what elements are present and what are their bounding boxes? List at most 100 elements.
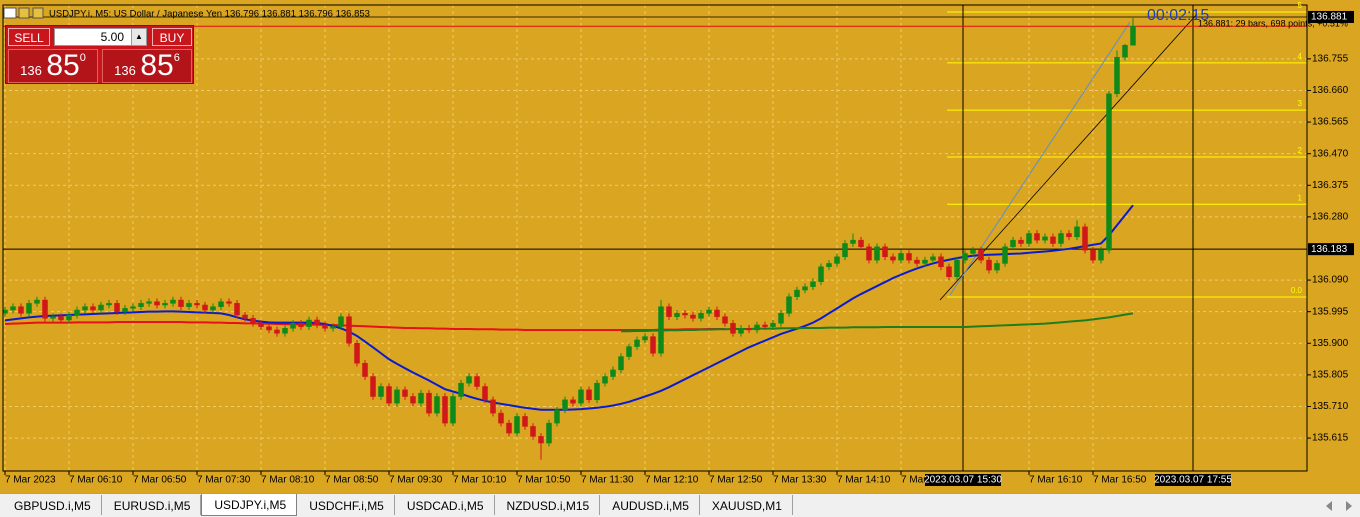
bid-big: 136 (20, 63, 42, 78)
candle-body (130, 306, 136, 309)
candle-body (282, 328, 288, 334)
candle-body (794, 289, 800, 297)
candle-body (162, 303, 168, 306)
symbol-tab[interactable]: AUDUSD.i,M5 (600, 495, 700, 515)
candle-body (994, 263, 1000, 271)
volume-up[interactable]: ▲ (131, 28, 147, 46)
candle-body (1106, 93, 1112, 251)
x-tick-label: 7 Mar 14:10 (837, 475, 891, 486)
symbol-tab[interactable]: NZDUSD.i,M15 (495, 495, 601, 515)
candle-body (602, 376, 608, 384)
candle-body (834, 256, 840, 264)
candle-body (810, 281, 816, 287)
fib-label: 2 (1298, 146, 1303, 155)
volume-input[interactable]: 5.00 (54, 28, 147, 46)
buy-button[interactable]: BUY (152, 28, 192, 46)
candle-body (1114, 56, 1120, 95)
y-tick-label: 136.375 (1312, 180, 1349, 191)
x-tick-label: 7 Mar 08:50 (325, 475, 379, 486)
candle-body (746, 328, 752, 331)
candle-body (698, 313, 704, 319)
crosshair-time-label: 2023.03.07 15:30 (924, 475, 1002, 486)
x-tick-label: 7 Mar 2023 (5, 475, 56, 486)
candle-body (434, 396, 440, 414)
candle-body (474, 376, 480, 387)
candle-body (1002, 246, 1008, 264)
indicator-line (4, 204, 1134, 411)
candle-body (890, 256, 896, 261)
candle-body (738, 328, 744, 334)
y-tick-label: 135.805 (1312, 370, 1349, 381)
candle-body (186, 303, 192, 307)
candle-body (1050, 236, 1056, 244)
symbol-tab[interactable]: USDJPY.i,M5 (201, 494, 298, 516)
candle-body (618, 356, 624, 371)
candle-body (386, 386, 392, 404)
candle-body (74, 309, 80, 316)
candle-body (26, 303, 32, 314)
candle-body (514, 416, 520, 434)
candle-body (1098, 249, 1104, 261)
candle-body (82, 306, 88, 311)
candle-body (274, 329, 280, 334)
candle-body (338, 316, 344, 327)
indicator-line (621, 312, 1134, 333)
icon (3, 7, 17, 19)
candle-body (314, 319, 320, 326)
symbol-tab[interactable]: EURUSD.i,M5 (102, 495, 202, 515)
candle-body (10, 306, 16, 311)
candle-body (242, 314, 248, 319)
candle-body (826, 263, 832, 268)
candle-body (1018, 239, 1024, 244)
candle-body (946, 266, 952, 278)
candle-body (770, 323, 776, 327)
fib-label: 5 (1298, 1, 1303, 10)
candle-body (874, 246, 880, 261)
candle-body (610, 369, 616, 377)
x-tick-label: 7 Mar 16:50 (1093, 475, 1147, 486)
fib-label: 0.0 (1291, 286, 1303, 295)
y-tick-label: 135.900 (1312, 338, 1349, 349)
candle-body (322, 324, 328, 329)
candle-body (1010, 239, 1016, 248)
candle-body (682, 313, 688, 316)
x-tick-label: 7 Mar 16:10 (1029, 475, 1083, 486)
y-tick-label: 136.565 (1312, 117, 1349, 128)
symbol-tab[interactable]: USDCAD.i,M5 (395, 495, 495, 515)
symbol-tab[interactable]: XAUUSD,M1 (700, 495, 793, 515)
candle-body (450, 396, 456, 424)
x-tick-label: 7 Mar 12:10 (645, 475, 699, 486)
candle-body (458, 382, 464, 397)
symbol-tab[interactable]: USDCHF.i,M5 (297, 495, 395, 515)
candle-body (122, 308, 128, 312)
ask-box[interactable]: 136 856 (102, 49, 192, 83)
candle-body (1082, 226, 1088, 251)
candle-body (730, 323, 736, 334)
y-tick-label: 135.710 (1312, 401, 1349, 412)
candle-body (850, 239, 856, 244)
candle-body (138, 303, 144, 307)
grid (3, 5, 1307, 471)
y-tick-label: 135.615 (1312, 433, 1349, 444)
candle-body (442, 396, 448, 424)
candle-body (1130, 26, 1136, 46)
candle-body (858, 239, 864, 248)
bid-box[interactable]: 136 850 (8, 49, 98, 83)
symbol-tab[interactable]: GBPUSD.i,M5 (2, 495, 102, 515)
candle-body (938, 256, 944, 268)
candle-body (234, 303, 240, 316)
scroll-right[interactable] (1346, 501, 1352, 511)
candle-body (930, 256, 936, 261)
scroll-left[interactable] (1326, 501, 1332, 511)
ask-price-label: 136.881 (1311, 12, 1348, 23)
sell-button[interactable]: SELL (8, 28, 50, 46)
candle-body (722, 316, 728, 324)
candle-body (666, 306, 672, 317)
candle-body (578, 389, 584, 404)
candle-body (3, 309, 8, 314)
candle-body (634, 339, 640, 347)
x-tick-label: 7 Mar 07:30 (197, 475, 251, 486)
candle-body (218, 301, 224, 307)
candle-body (50, 316, 56, 319)
